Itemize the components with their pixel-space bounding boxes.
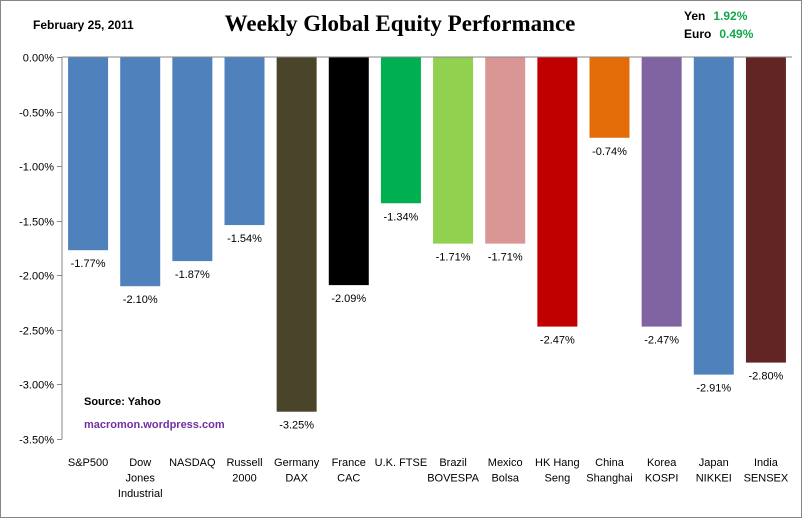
category-label: Russell bbox=[226, 457, 262, 469]
category-label: India bbox=[754, 457, 779, 469]
data-label: -1.54% bbox=[227, 233, 262, 245]
category-label: China bbox=[595, 457, 625, 469]
data-label: -2.09% bbox=[331, 293, 366, 305]
chart-title: Weekly Global Equity Performance bbox=[224, 11, 576, 36]
y-tick-label: -1.00% bbox=[19, 162, 54, 174]
category-label: SENSEX bbox=[744, 473, 789, 485]
category-label: HK Hang bbox=[535, 457, 580, 469]
data-label: -2.47% bbox=[644, 335, 679, 347]
bar bbox=[328, 57, 369, 286]
bar bbox=[433, 57, 474, 244]
y-tick-label: -3.50% bbox=[19, 435, 54, 447]
bar bbox=[485, 57, 526, 244]
category-label: France bbox=[332, 457, 366, 469]
yen-label: Yen bbox=[684, 9, 706, 23]
data-label: -2.47% bbox=[540, 335, 575, 347]
bar bbox=[745, 57, 786, 363]
category-label: Bolsa bbox=[491, 473, 519, 485]
data-label: -2.10% bbox=[123, 294, 158, 306]
bar bbox=[276, 57, 317, 412]
data-label: -2.80% bbox=[748, 371, 783, 383]
category-label: BOVESPA bbox=[427, 473, 479, 485]
euro-label: Euro bbox=[684, 27, 712, 41]
category-label: Germany bbox=[274, 457, 320, 469]
bar bbox=[537, 57, 578, 327]
y-tick-label: -1.50% bbox=[19, 217, 54, 229]
category-label: S&P500 bbox=[68, 457, 108, 469]
bar bbox=[224, 57, 265, 226]
category-label: Japan bbox=[699, 457, 729, 469]
category-label: Industrial bbox=[118, 488, 163, 500]
euro-readout: Euro 0.49% bbox=[684, 27, 753, 41]
y-tick-label: -3.00% bbox=[19, 380, 54, 392]
category-label: Mexico bbox=[488, 457, 523, 469]
yen-value: 1.92% bbox=[713, 9, 748, 23]
bar bbox=[693, 57, 734, 375]
yen-readout: Yen 1.92% bbox=[684, 9, 747, 23]
data-label: -1.71% bbox=[488, 252, 523, 264]
category-label: Brazil bbox=[439, 457, 467, 469]
data-label: -0.74% bbox=[592, 146, 627, 158]
y-tick-label: -2.00% bbox=[19, 271, 54, 283]
date-label: February 25, 2011 bbox=[33, 18, 134, 32]
source-label: Source: Yahoo bbox=[84, 396, 161, 408]
y-tick-label: 0.00% bbox=[23, 53, 54, 65]
bar bbox=[68, 57, 109, 251]
bar bbox=[641, 57, 682, 327]
category-label: U.K. FTSE bbox=[375, 457, 428, 469]
category-label: 2000 bbox=[232, 473, 256, 485]
site-label: macromon.wordpress.com bbox=[84, 419, 225, 431]
data-label: -1.87% bbox=[175, 269, 210, 281]
data-label: -1.71% bbox=[436, 252, 471, 264]
category-label: CAC bbox=[337, 473, 360, 485]
data-label: -1.77% bbox=[71, 258, 106, 270]
y-tick-label: -2.50% bbox=[19, 326, 54, 338]
category-label: Shanghai bbox=[586, 473, 633, 485]
category-label: NIKKEI bbox=[696, 473, 732, 485]
bar bbox=[380, 57, 421, 204]
category-label: NASDAQ bbox=[169, 457, 216, 469]
euro-value: 0.49% bbox=[719, 27, 754, 41]
data-label: -2.91% bbox=[696, 383, 731, 395]
y-tick-label: -0.50% bbox=[19, 108, 54, 120]
category-label: Jones bbox=[126, 473, 156, 485]
data-label: -1.34% bbox=[383, 211, 418, 223]
category-label: Seng bbox=[545, 473, 571, 485]
data-label: -3.25% bbox=[279, 420, 314, 432]
category-label: Korea bbox=[647, 457, 677, 469]
bar bbox=[589, 57, 630, 138]
category-label: Dow bbox=[129, 457, 151, 469]
category-label: KOSPI bbox=[645, 473, 679, 485]
bar bbox=[172, 57, 213, 262]
category-label: DAX bbox=[285, 473, 308, 485]
bar bbox=[120, 57, 161, 287]
